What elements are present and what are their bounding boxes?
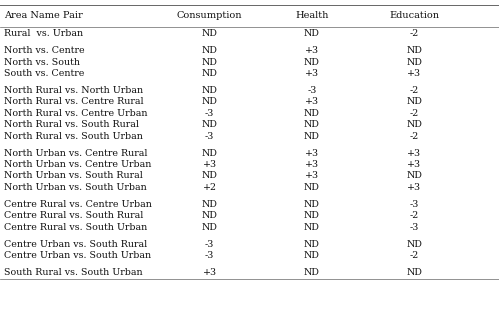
Text: North Rural vs. Centre Rural: North Rural vs. Centre Rural: [4, 97, 144, 106]
Text: ND: ND: [304, 222, 320, 232]
Text: ND: ND: [304, 120, 320, 129]
Text: North Rural vs. Centre Urban: North Rural vs. Centre Urban: [4, 109, 148, 118]
Text: Health: Health: [295, 11, 328, 20]
Text: +3: +3: [305, 97, 319, 106]
Text: ND: ND: [202, 69, 218, 78]
Text: North Urban vs. South Rural: North Urban vs. South Rural: [4, 171, 143, 180]
Text: ND: ND: [304, 29, 320, 38]
Text: ND: ND: [202, 222, 218, 232]
Text: ND: ND: [304, 268, 320, 277]
Text: ND: ND: [202, 120, 218, 129]
Text: +3: +3: [407, 183, 421, 192]
Text: South Rural vs. South Urban: South Rural vs. South Urban: [4, 268, 143, 277]
Text: +3: +3: [305, 69, 319, 78]
Text: ND: ND: [202, 86, 218, 95]
Text: ND: ND: [406, 46, 422, 55]
Text: +3: +3: [407, 69, 421, 78]
Text: -3: -3: [410, 200, 419, 209]
Text: ND: ND: [304, 131, 320, 141]
Text: +3: +3: [305, 171, 319, 180]
Text: ND: ND: [202, 211, 218, 220]
Text: North Urban vs. South Urban: North Urban vs. South Urban: [4, 183, 147, 192]
Text: ND: ND: [304, 58, 320, 67]
Text: Consumption: Consumption: [177, 11, 243, 20]
Text: ND: ND: [202, 200, 218, 209]
Text: Centre Rural vs. South Urban: Centre Rural vs. South Urban: [4, 222, 147, 232]
Text: Area Name Pair: Area Name Pair: [4, 11, 83, 20]
Text: Rural  vs. Urban: Rural vs. Urban: [4, 29, 83, 38]
Text: -2: -2: [410, 251, 419, 260]
Text: ND: ND: [406, 97, 422, 106]
Text: South vs. Centre: South vs. Centre: [4, 69, 84, 78]
Text: ND: ND: [406, 58, 422, 67]
Text: +3: +3: [203, 160, 217, 169]
Text: North Urban vs. Centre Rural: North Urban vs. Centre Rural: [4, 149, 148, 158]
Text: Centre Rural vs. Centre Urban: Centre Rural vs. Centre Urban: [4, 200, 152, 209]
Text: North Rural vs. South Urban: North Rural vs. South Urban: [4, 131, 143, 141]
Text: ND: ND: [304, 200, 320, 209]
Text: -2: -2: [410, 211, 419, 220]
Text: North Rural vs. North Urban: North Rural vs. North Urban: [4, 86, 143, 95]
Text: North Urban vs. Centre Urban: North Urban vs. Centre Urban: [4, 160, 151, 169]
Text: ND: ND: [202, 171, 218, 180]
Text: -3: -3: [307, 86, 316, 95]
Text: +2: +2: [203, 183, 217, 192]
Text: -3: -3: [205, 109, 214, 118]
Text: North vs. South: North vs. South: [4, 58, 80, 67]
Text: ND: ND: [406, 120, 422, 129]
Text: +3: +3: [305, 149, 319, 158]
Text: +3: +3: [407, 149, 421, 158]
Text: North Rural vs. South Rural: North Rural vs. South Rural: [4, 120, 139, 129]
Text: ND: ND: [406, 171, 422, 180]
Text: Centre Urban vs. South Urban: Centre Urban vs. South Urban: [4, 251, 151, 260]
Text: ND: ND: [202, 29, 218, 38]
Text: Centre Rural vs. South Rural: Centre Rural vs. South Rural: [4, 211, 143, 220]
Text: -2: -2: [410, 109, 419, 118]
Text: -2: -2: [410, 29, 419, 38]
Text: +3: +3: [305, 160, 319, 169]
Text: ND: ND: [202, 97, 218, 106]
Text: ND: ND: [304, 251, 320, 260]
Text: -2: -2: [410, 131, 419, 141]
Text: -3: -3: [205, 131, 214, 141]
Text: +3: +3: [203, 268, 217, 277]
Text: -3: -3: [205, 240, 214, 249]
Text: ND: ND: [202, 58, 218, 67]
Text: ND: ND: [406, 268, 422, 277]
Text: North vs. Centre: North vs. Centre: [4, 46, 85, 55]
Text: ND: ND: [202, 149, 218, 158]
Text: Education: Education: [389, 11, 439, 20]
Text: ND: ND: [304, 183, 320, 192]
Text: -2: -2: [410, 86, 419, 95]
Text: -3: -3: [205, 251, 214, 260]
Text: ND: ND: [304, 211, 320, 220]
Text: ND: ND: [202, 46, 218, 55]
Text: +3: +3: [407, 160, 421, 169]
Text: +3: +3: [305, 46, 319, 55]
Text: ND: ND: [304, 240, 320, 249]
Text: ND: ND: [406, 240, 422, 249]
Text: -3: -3: [410, 222, 419, 232]
Text: ND: ND: [304, 109, 320, 118]
Text: Centre Urban vs. South Rural: Centre Urban vs. South Rural: [4, 240, 147, 249]
